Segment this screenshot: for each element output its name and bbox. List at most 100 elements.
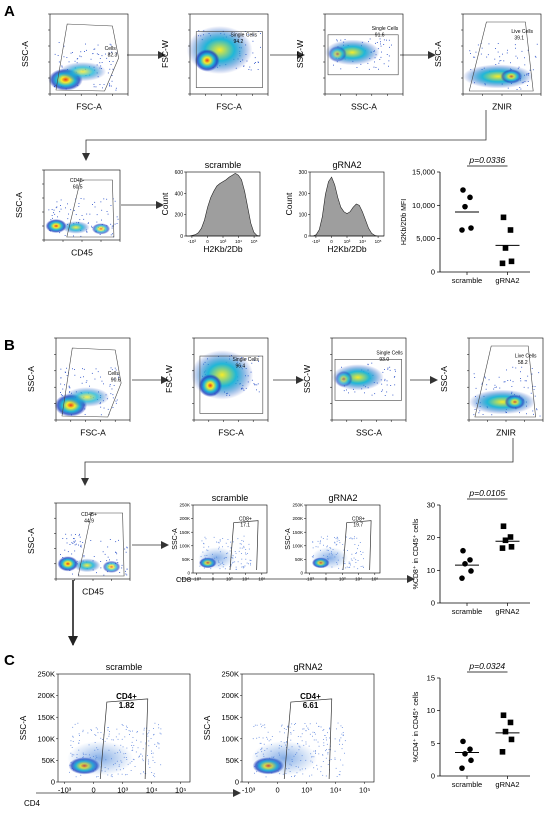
event-dot bbox=[486, 384, 488, 386]
event-dot bbox=[386, 384, 388, 386]
event-dot bbox=[111, 51, 113, 53]
event-dot bbox=[334, 542, 336, 544]
event-dot bbox=[488, 379, 490, 381]
event-dot bbox=[290, 732, 292, 733]
event-dot bbox=[115, 541, 117, 543]
data-point bbox=[508, 736, 515, 743]
event-dot bbox=[253, 359, 255, 361]
event-dot bbox=[198, 30, 200, 32]
event-dot bbox=[507, 49, 508, 51]
event-dot bbox=[99, 58, 101, 59]
event-dot bbox=[89, 213, 91, 215]
event-dot bbox=[70, 744, 72, 746]
event-dot bbox=[260, 742, 262, 744]
event-dot bbox=[324, 735, 326, 736]
event-dot bbox=[160, 733, 162, 735]
event-dot bbox=[110, 775, 112, 777]
density-blob bbox=[62, 221, 90, 234]
event-dot bbox=[111, 75, 113, 76]
event-dot bbox=[60, 383, 62, 385]
event-dot bbox=[67, 551, 69, 553]
event-dot bbox=[283, 728, 285, 729]
y-axis-label: SSC-A bbox=[285, 528, 292, 550]
event-dot bbox=[327, 753, 329, 755]
event-dot bbox=[350, 558, 352, 560]
data-point bbox=[460, 738, 466, 745]
event-dot bbox=[102, 87, 103, 89]
event-dot bbox=[360, 566, 362, 567]
event-dot bbox=[395, 370, 396, 372]
event-dot bbox=[383, 63, 385, 65]
event-dot bbox=[503, 60, 505, 62]
event-dot bbox=[126, 725, 127, 727]
x-tick-label: 10³ bbox=[301, 786, 312, 795]
event-dot bbox=[158, 727, 160, 729]
gating-plot: scramble CD8+17.1 0 50K 100K 150K 200K 250K -10³… bbox=[172, 493, 268, 582]
event-dot bbox=[347, 550, 348, 551]
event-dot bbox=[111, 388, 113, 390]
event-dot bbox=[328, 760, 330, 761]
gate-percentage: 1.82 bbox=[119, 701, 135, 710]
gate-percentage: 96.4 bbox=[235, 363, 245, 369]
event-dot bbox=[250, 562, 251, 564]
event-dot bbox=[536, 43, 538, 45]
density-blob bbox=[311, 547, 349, 569]
event-dot bbox=[107, 727, 109, 728]
histogram-title: gRNA2 bbox=[332, 160, 361, 170]
event-dot bbox=[506, 52, 508, 54]
event-dot bbox=[317, 546, 319, 548]
event-dot bbox=[325, 757, 327, 759]
event-dot bbox=[339, 774, 341, 776]
event-dot bbox=[115, 736, 117, 738]
event-dot bbox=[95, 86, 97, 88]
event-dot bbox=[527, 387, 529, 389]
event-dot bbox=[60, 392, 61, 393]
event-dot bbox=[156, 745, 157, 747]
event-dot bbox=[64, 235, 66, 236]
event-dot bbox=[63, 45, 65, 47]
event-dot bbox=[109, 85, 111, 87]
event-dot bbox=[309, 775, 310, 777]
event-dot bbox=[506, 369, 507, 371]
event-dot bbox=[300, 736, 302, 738]
event-dot bbox=[154, 743, 156, 745]
event-dot bbox=[345, 567, 347, 569]
event-dot bbox=[530, 392, 532, 394]
gate-name: CD45- bbox=[70, 178, 85, 184]
event-dot bbox=[95, 735, 97, 736]
event-dot bbox=[469, 50, 471, 52]
y-tick-label: 0 bbox=[187, 571, 190, 576]
event-dot bbox=[382, 371, 384, 373]
histogram-plot: scramble 0 200 400 600 -10³ 0 10³ 10⁴ 10⁵ H2Kb/2Db… bbox=[160, 160, 261, 254]
event-dot bbox=[152, 752, 154, 754]
event-dot bbox=[148, 730, 150, 732]
event-dot bbox=[145, 773, 147, 775]
event-dot bbox=[106, 560, 108, 562]
event-dot bbox=[121, 564, 123, 566]
x-tick-label: 0 bbox=[325, 577, 328, 582]
event-dot bbox=[255, 62, 256, 63]
event-dot bbox=[535, 56, 537, 58]
event-dot bbox=[97, 732, 99, 734]
density-blob bbox=[194, 49, 220, 72]
event-dot bbox=[72, 741, 74, 742]
x-axis-label: FSC-A bbox=[218, 428, 244, 438]
event-dot bbox=[354, 544, 356, 545]
event-dot bbox=[80, 51, 82, 53]
event-dot bbox=[260, 33, 261, 34]
gate-percentage: 58.2 bbox=[518, 360, 528, 366]
event-dot bbox=[339, 740, 341, 742]
event-dot bbox=[523, 386, 525, 388]
event-dot bbox=[475, 51, 477, 53]
event-dot bbox=[234, 551, 236, 552]
y-axis-label: %CD4⁺ in CD45⁺ cells bbox=[412, 691, 420, 762]
event-dot bbox=[236, 568, 237, 570]
event-dot bbox=[363, 558, 364, 560]
event-dot bbox=[495, 48, 496, 49]
event-dot bbox=[390, 385, 392, 386]
event-dot bbox=[133, 745, 135, 746]
event-dot bbox=[481, 383, 483, 385]
event-dot bbox=[526, 413, 527, 415]
event-dot bbox=[112, 407, 114, 408]
